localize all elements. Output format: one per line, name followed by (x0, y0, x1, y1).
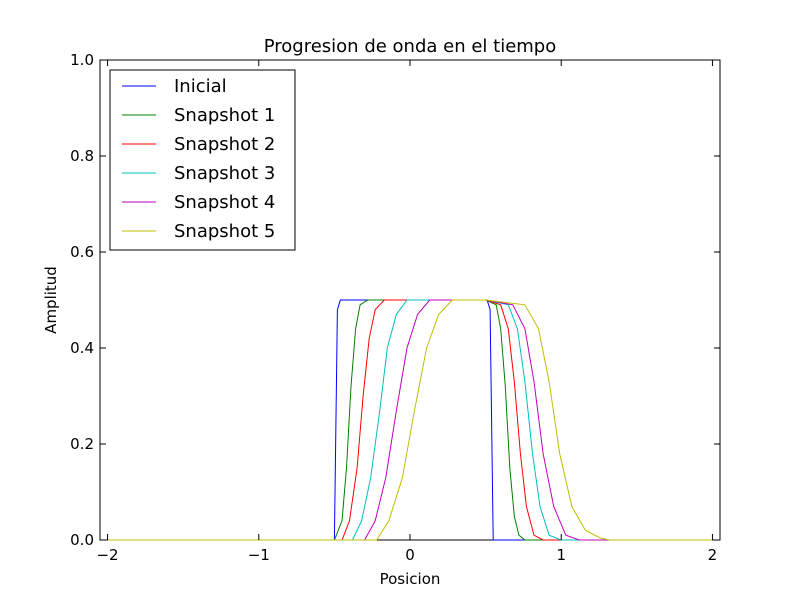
series-layer (107, 299, 713, 541)
y-tick-label: 0.8 (70, 147, 94, 165)
legend-label: Snapshot 4 (174, 192, 275, 213)
legend-label: Snapshot 2 (174, 134, 275, 155)
series-line-3 (107, 299, 713, 541)
x-axis-label: Posicion (380, 570, 441, 588)
series-line-2 (107, 299, 713, 541)
x-tick-label: −2 (96, 546, 118, 564)
x-tick-label: 2 (708, 546, 718, 564)
y-tick-label: 0.0 (70, 531, 94, 549)
legend-label: Inicial (174, 76, 227, 97)
legend: Inicial Snapshot 1 Snapshot 2 Snapshot 3 Sna… (109, 69, 296, 251)
series-line-5 (107, 299, 713, 541)
legend-label: Snapshot 5 (174, 221, 275, 242)
series-line-4 (107, 299, 713, 541)
chart-title: Progresion de onda en el tiempo (264, 36, 557, 57)
x-tick-label: −1 (248, 546, 270, 564)
y-tick-label: 0.6 (70, 243, 94, 261)
y-tick-label: 1.0 (70, 51, 94, 69)
y-tick-label: 0.4 (70, 339, 94, 357)
ticks-layer: −2 −1 0 1 2 0.0 0.2 0.4 0.6 0.8 1.0 (70, 51, 720, 564)
y-tick-label: 0.2 (70, 435, 94, 453)
legend-box (109, 69, 296, 251)
legend-label: Snapshot 3 (174, 163, 275, 184)
legend-label: Snapshot 1 (174, 105, 275, 126)
x-tick-label: 0 (405, 546, 415, 564)
series-line-1 (107, 299, 713, 541)
y-axis-label: Amplitud (42, 266, 60, 334)
x-tick-label: 1 (556, 546, 566, 564)
plot-area: −2 −1 0 1 2 0.0 0.2 0.4 0.6 0.8 1.0 (70, 51, 721, 564)
series-line-0 (107, 299, 713, 541)
